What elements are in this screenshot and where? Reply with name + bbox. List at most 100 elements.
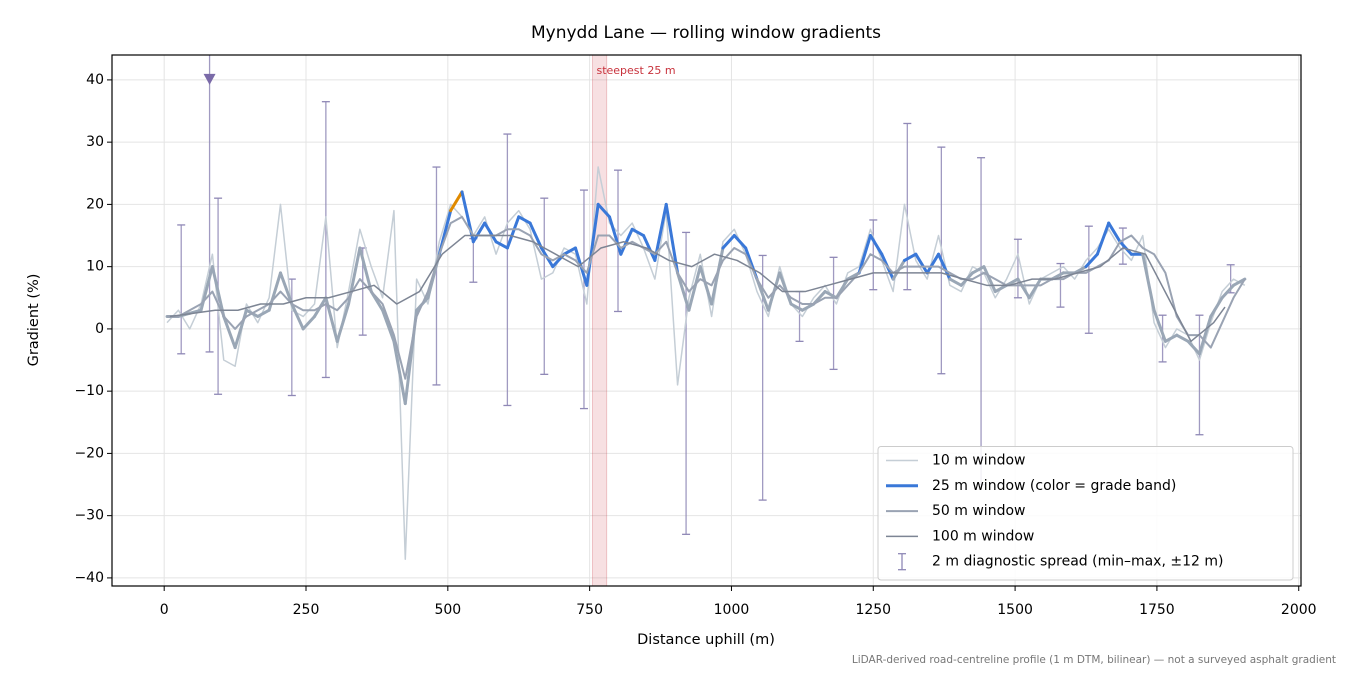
line-segment: [1197, 314, 1213, 356]
line-segment: [290, 302, 305, 331]
line: [169, 234, 1226, 343]
y-tick-label: −30: [74, 508, 104, 524]
line-segment: [494, 240, 509, 250]
plot-area: [165, 55, 1247, 586]
off-scale-marker: [203, 73, 216, 85]
line-segment: [732, 234, 748, 250]
y-tick-label: 10: [86, 259, 104, 275]
line-segment: [948, 277, 963, 287]
span-label: steepest 25 m: [596, 64, 675, 77]
line-segment: [1107, 221, 1122, 244]
y-tick-label: 40: [86, 72, 104, 88]
legend-label: 25 m window (color = grade band): [932, 478, 1176, 494]
x-tick-label: 1000: [714, 602, 750, 618]
line-segment: [687, 265, 702, 312]
line-segment: [982, 265, 997, 294]
footnote: LiDAR-derived road-centreline profile (1…: [852, 654, 1336, 666]
line-segment: [199, 265, 214, 312]
line-segment: [358, 246, 373, 294]
line-segment: [664, 202, 680, 275]
line-segment: [528, 221, 543, 250]
line-segment: [1095, 221, 1111, 256]
line-segment: [449, 190, 464, 213]
legend-label: 100 m window: [932, 528, 1034, 544]
error-bar: [1158, 314, 1167, 363]
chart-title: Mynydd Lane — rolling window gradients: [531, 23, 881, 43]
y-tick-label: 0: [95, 321, 104, 337]
x-tick-label: 500: [434, 602, 461, 618]
legend-box: [877, 446, 1294, 581]
line-segment: [642, 234, 657, 262]
x-tick-label: 250: [293, 602, 320, 618]
x-tick-label: 1750: [1139, 602, 1175, 618]
line-segment: [222, 314, 237, 350]
line-segment: [971, 265, 986, 275]
x-axis-label: Distance uphill (m): [637, 632, 775, 648]
line-segment: [381, 308, 396, 343]
line-segment: [1027, 277, 1043, 300]
x-tick-label: 0: [160, 602, 169, 618]
line-segment: [721, 234, 736, 250]
y-tick-label: 20: [86, 196, 104, 212]
error-bar: [1013, 238, 1022, 299]
x-tick-label: 1250: [855, 602, 891, 618]
x-tick-label: 750: [576, 602, 603, 618]
line-segment: [1073, 265, 1088, 275]
line-segment: [925, 252, 941, 275]
line-segment: [1118, 240, 1133, 256]
error-bar: [829, 256, 838, 371]
error-bar: [903, 122, 912, 291]
line-segment: [789, 302, 804, 312]
line-segment: [1005, 277, 1020, 287]
line-segment: [1084, 252, 1099, 269]
line-segment: [993, 283, 1009, 294]
line-segment: [1163, 333, 1179, 343]
error-bar: [1056, 262, 1065, 308]
y-tick-label: −40: [74, 570, 104, 586]
line-segment: [233, 308, 248, 350]
line-segment: [676, 271, 691, 312]
line-segment: [1175, 333, 1190, 343]
line-segment: [301, 314, 317, 331]
line-segment: [857, 234, 872, 275]
line-segment: [1186, 339, 1201, 356]
y-axis-label: Gradient (%): [26, 274, 42, 367]
error-bar: [540, 197, 549, 375]
error-bar: [432, 166, 441, 386]
y-tick-label: −10: [74, 383, 104, 399]
line-segment: [800, 302, 816, 312]
line-segment: [1209, 296, 1224, 318]
line-segment: [585, 202, 600, 287]
line-segment: [562, 246, 577, 256]
x-tick-label: 2000: [1281, 602, 1317, 618]
line-segment: [278, 271, 294, 306]
highlight-span: [591, 55, 608, 586]
error-bar: [503, 133, 512, 407]
line-segment: [517, 215, 532, 225]
line-segment: [630, 227, 646, 238]
line-segment: [471, 221, 487, 244]
error-bar: [469, 237, 478, 283]
line-segment: [710, 246, 725, 306]
error-bar: [1084, 225, 1093, 334]
line: [167, 215, 1246, 380]
error-bar: [977, 157, 986, 486]
line-segment: [392, 339, 407, 406]
y-tick-label: 30: [86, 134, 104, 150]
error-bar: [321, 101, 330, 379]
line-segment: [619, 227, 634, 256]
plot-frame: [111, 54, 1302, 587]
line-segment: [210, 265, 226, 318]
line-segment: [1231, 277, 1247, 287]
line-segment: [596, 202, 611, 219]
error-bar: [177, 224, 186, 355]
legend: 10 m window 25 m window (color = grade ba…: [877, 446, 1294, 581]
line-segment: [1050, 271, 1065, 281]
y-tick-label: −20: [74, 445, 104, 461]
line-segment: [607, 215, 623, 256]
line-segment: [1220, 283, 1235, 300]
line-segment: [868, 234, 884, 256]
line-segment: [698, 265, 714, 306]
